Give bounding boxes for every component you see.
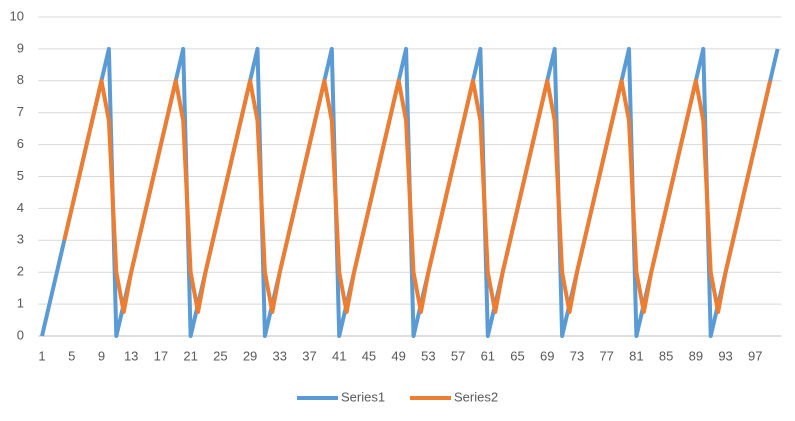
y-tick-label: 6 (17, 136, 24, 151)
x-tick-label: 89 (689, 348, 703, 363)
x-tick-label: 53 (421, 348, 435, 363)
x-tick-label: 57 (451, 348, 465, 363)
legend-label: Series2 (454, 389, 498, 404)
x-tick-label: 49 (391, 348, 405, 363)
x-tick-label: 25 (213, 348, 227, 363)
x-tick-label: 73 (570, 348, 584, 363)
x-tick-label: 61 (481, 348, 495, 363)
x-tick-label: 69 (540, 348, 554, 363)
x-tick-label: 85 (659, 348, 673, 363)
x-tick-label: 9 (98, 348, 105, 363)
y-tick-label: 3 (17, 232, 24, 247)
x-tick-label: 81 (629, 348, 643, 363)
x-tick-label: 5 (68, 348, 75, 363)
y-tick-label: 4 (17, 200, 24, 215)
x-tick-label: 13 (124, 348, 138, 363)
x-tick-label: 93 (718, 348, 732, 363)
x-tick-label: 29 (243, 348, 257, 363)
legend-label: Series1 (341, 389, 385, 404)
x-tick-label: 41 (332, 348, 346, 363)
y-tick-label: 8 (17, 72, 24, 87)
y-tick-label: 0 (17, 327, 24, 342)
x-tick-label: 45 (362, 348, 376, 363)
y-tick-label: 5 (17, 168, 24, 183)
y-tick-label: 2 (17, 264, 24, 279)
x-tick-label: 77 (599, 348, 613, 363)
y-tick-label: 9 (17, 40, 24, 55)
y-tick-label: 1 (17, 296, 24, 311)
x-tick-label: 33 (273, 348, 287, 363)
x-tick-label: 97 (748, 348, 762, 363)
x-tick-label: 37 (302, 348, 316, 363)
y-tick-label: 10 (10, 8, 24, 23)
x-tick-label: 65 (510, 348, 524, 363)
y-tick-label: 7 (17, 104, 24, 119)
x-tick-label: 17 (154, 348, 168, 363)
x-tick-label: 1 (38, 348, 45, 363)
series-line (62, 78, 773, 315)
x-tick-label: 21 (183, 348, 197, 363)
